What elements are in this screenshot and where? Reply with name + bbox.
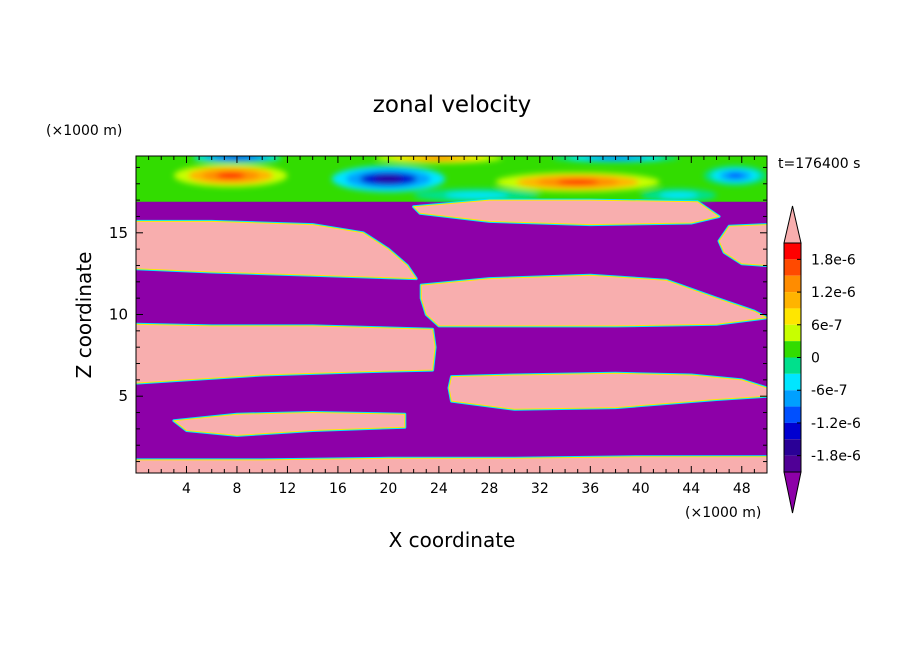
region-3: [136, 323, 436, 384]
positive-velocity-regions: [136, 198, 767, 473]
colorbar-segment: [784, 373, 801, 391]
colorbar-segment: [784, 390, 801, 407]
colorbar-segment: [784, 439, 801, 456]
x-tick-label: 24: [430, 481, 448, 497]
x-tick-label: 48: [733, 481, 751, 497]
colorbar-over-triangle: [783, 205, 802, 244]
top-band-feature: [374, 175, 403, 183]
x-tick-label: 28: [480, 481, 498, 497]
x-tick-label: 32: [531, 481, 549, 497]
colorbar-under-triangle: [783, 471, 802, 514]
colorbar-segment: [784, 422, 801, 440]
top-band-field: [136, 156, 767, 202]
x-tick-label: 36: [581, 481, 599, 497]
colorbar-segment: [784, 308, 801, 325]
colorbar-segment: [784, 455, 801, 472]
x-axis-label: X coordinate: [389, 528, 516, 552]
y-axis-unit-label: (×1000 m): [46, 123, 122, 139]
colorbar-tick-label: 1.2e-6: [811, 285, 856, 301]
colorbar-segment: [784, 406, 801, 423]
top-band-feature: [460, 193, 493, 197]
x-tick-label: 20: [379, 481, 397, 497]
region-4: [448, 372, 767, 410]
region-6: [413, 199, 720, 226]
region-1: [136, 220, 417, 280]
x-tick-label: 40: [632, 481, 650, 497]
chart-title: zonal velocity: [373, 92, 531, 118]
colorbar-tick-label: 6e-7: [811, 318, 842, 334]
colorbar-segment: [784, 275, 801, 293]
top-band-feature: [669, 193, 689, 197]
top-band-features: [173, 156, 767, 202]
x-axis-ticks: 4 8 12 16 20 24 28 32 36 40 44 48: [148, 156, 755, 497]
colorbar-tick-label: -1.8e-6: [811, 449, 861, 465]
top-band-feature: [557, 179, 599, 185]
time-label: t=176400 s: [778, 156, 860, 172]
region-8: [136, 456, 767, 473]
x-tick-label: 44: [682, 481, 700, 497]
y-tick-label: 10: [109, 306, 128, 324]
colorbar-segment: [784, 357, 801, 374]
colorbar-tick-label: -1.2e-6: [811, 416, 861, 432]
colorbar-segment: [784, 243, 801, 260]
y-tick-label: 15: [109, 224, 128, 242]
y-axis-label: Z coordinate: [72, 252, 96, 379]
y-axis-ticks: 5 10 15: [109, 166, 767, 463]
colorbar-tick-label: -6e-7: [811, 383, 848, 399]
region-2: [420, 274, 767, 327]
region-5: [173, 412, 406, 436]
x-tick-label: 8: [232, 481, 241, 497]
colorbar-tick-label: 1.8e-6: [811, 252, 856, 268]
colorbar-segment: [784, 324, 801, 342]
colorbar-segment: [784, 259, 801, 276]
x-tick-label: 16: [329, 481, 347, 497]
x-axis-unit-label: (×1000 m): [685, 505, 761, 521]
colorbar: 1.8e-6 1.2e-6 6e-7 0 -6e-7 -1.2e-6 -1.8e-6: [783, 205, 861, 514]
colorbar-segment: [784, 292, 801, 309]
top-band-feature: [216, 172, 245, 179]
top-band-feature: [727, 173, 744, 179]
colorbar-segment: [784, 341, 801, 358]
colorbar-tick-label: 0: [811, 351, 820, 367]
x-tick-label: 12: [279, 481, 297, 497]
y-tick-label: 5: [118, 387, 128, 405]
x-tick-label: 4: [182, 481, 191, 497]
region-7: [718, 224, 767, 266]
